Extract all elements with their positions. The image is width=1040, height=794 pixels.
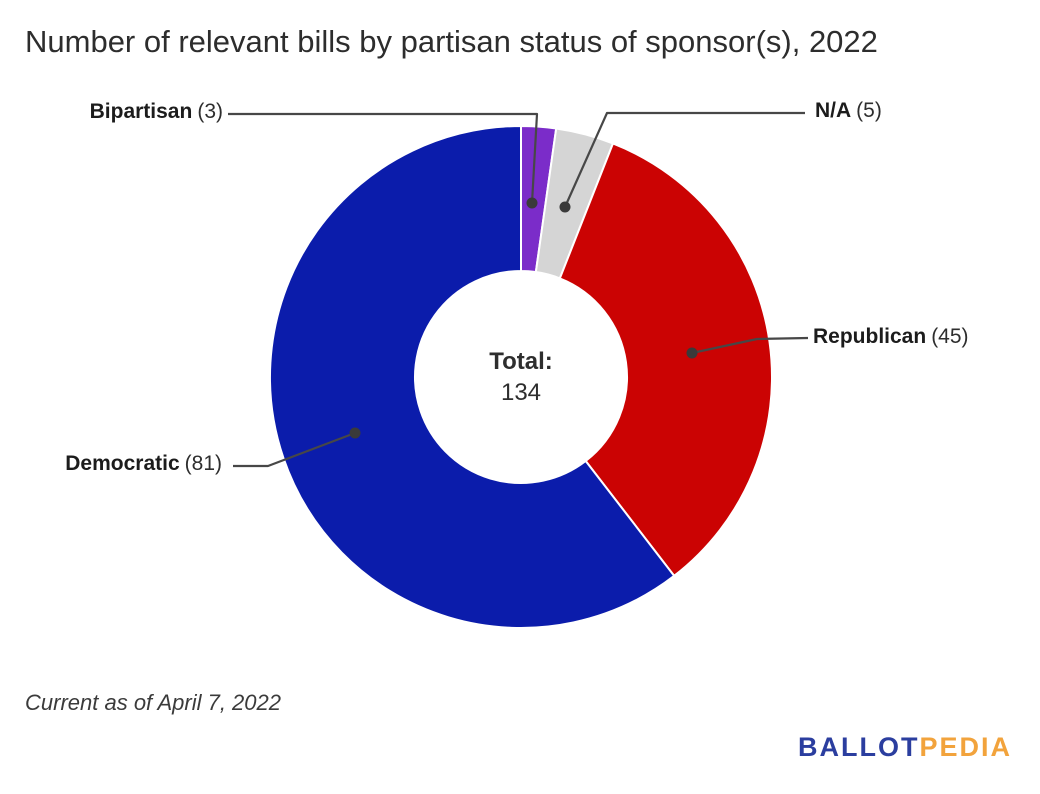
callout-democratic: Democratic (81) bbox=[65, 452, 222, 476]
chart-title: Number of relevant bills by partisan sta… bbox=[25, 24, 878, 59]
callout-republican-count: (45) bbox=[931, 325, 969, 348]
logo-pedia-text: PEDIA bbox=[919, 732, 1012, 762]
leader-line-republican bbox=[691, 336, 809, 355]
leader-dot-na bbox=[559, 201, 571, 213]
leader-dot-bipartisan bbox=[526, 197, 538, 209]
callout-na: N/A (5) bbox=[815, 99, 882, 123]
logo-ballot-text: BALLOT bbox=[797, 732, 920, 762]
callout-na-count: (5) bbox=[856, 99, 882, 122]
donut-center-total: Total: 134 bbox=[421, 346, 621, 408]
callout-na-name: N/A bbox=[815, 99, 852, 122]
current-as-of-note: Current as of April 7, 2022 bbox=[25, 690, 281, 715]
callout-democratic-name: Democratic bbox=[65, 452, 180, 475]
leader-line-bipartisan bbox=[228, 112, 539, 204]
callout-bipartisan-count: (3) bbox=[197, 100, 223, 123]
leader-dot-democratic bbox=[349, 427, 361, 439]
callout-bipartisan: Bipartisan (3) bbox=[90, 100, 223, 124]
callout-republican: Republican (45) bbox=[813, 325, 969, 349]
slice-democratic bbox=[269, 125, 676, 629]
slice-republican bbox=[558, 142, 773, 577]
ballotpedia-logo: BALLOTPEDIA bbox=[798, 732, 1012, 763]
leader-line-democratic bbox=[233, 431, 356, 468]
callout-bipartisan-name: Bipartisan bbox=[89, 100, 193, 123]
callout-democratic-count: (81) bbox=[184, 452, 222, 475]
total-value: 134 bbox=[500, 379, 542, 406]
callout-republican-name: Republican bbox=[813, 325, 927, 348]
leader-dot-republican bbox=[686, 347, 698, 359]
total-label: Total: bbox=[489, 348, 553, 375]
leader-line-na bbox=[563, 111, 805, 208]
